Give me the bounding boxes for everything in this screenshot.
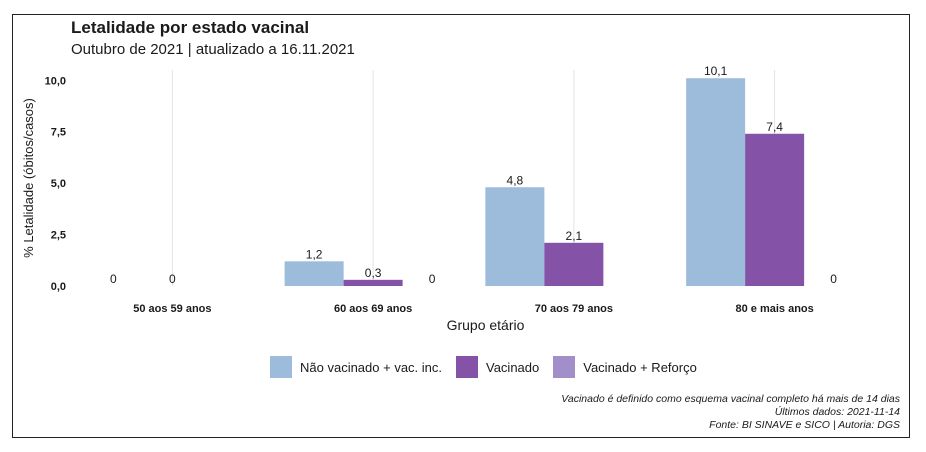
data-label-s0-c1: 1,2 — [306, 247, 323, 261]
bar-s1-c1 — [343, 279, 403, 286]
bar-s0-c1 — [284, 261, 344, 286]
bar-s0-c3 — [686, 78, 746, 286]
x-tick-label-0: 50 aos 59 anos — [133, 303, 211, 315]
data-label-s0-c3: 10,1 — [704, 64, 728, 78]
y-tick-label-4: 10,0 — [45, 75, 66, 87]
legend-swatch-nao-vacinado — [270, 356, 292, 378]
y-tick-label-2: 5,0 — [51, 178, 66, 190]
y-axis-label: % Letalidade (óbitos/casos) — [21, 98, 36, 258]
data-label-s2-c3: 0 — [830, 272, 837, 286]
y-tick-label-0: 0,0 — [51, 281, 66, 293]
footnote-source: Fonte: BI SINAVE e SICO | Autoria: DGS — [709, 419, 900, 431]
legend-swatch-vacinado-reforco — [553, 356, 576, 378]
data-label-s0-c2: 4,8 — [507, 173, 524, 187]
legend: Não vacinado + vac. inc. Vacinado Vacina… — [270, 356, 711, 378]
chart-title: Letalidade por estado vacinal — [71, 18, 310, 37]
y-tick-label-1: 2,5 — [51, 230, 66, 242]
chart-subtitle: Outubro de 2021 | atualizado a 16.11.202… — [71, 41, 355, 58]
legend-item-nao-vacinado: Não vacinado + vac. inc. — [270, 356, 442, 378]
data-label-s2-c1: 0 — [429, 272, 436, 286]
y-tick-label-3: 7,5 — [51, 127, 66, 139]
legend-label-vacinado-reforco: Vacinado + Reforço — [583, 359, 697, 375]
x-tick-label-2: 70 aos 79 anos — [535, 303, 613, 315]
bar-s1-c3 — [745, 133, 805, 286]
legend-label-nao-vacinado: Não vacinado + vac. inc. — [300, 359, 442, 375]
bar-s0-c2 — [485, 187, 545, 286]
data-label-s1-c1: 0,3 — [365, 266, 382, 280]
data-label-s1-c0: 0 — [169, 272, 176, 286]
legend-swatch-vacinado — [456, 356, 478, 378]
footnote-last-data: Últimos dados: 2021-11-14 — [774, 406, 900, 418]
x-tick-label-1: 60 aos 69 anos — [334, 303, 412, 315]
data-label-s1-c2: 2,1 — [566, 229, 583, 243]
footnote-definition: Vacinado é definido como esquema vacinal… — [561, 393, 900, 405]
footnote: Vacinado é definido como esquema vacinal… — [561, 393, 900, 432]
data-label-s0-c0: 0 — [110, 272, 117, 286]
x-axis-label: Grupo etário — [447, 317, 525, 333]
legend-item-vacinado: Vacinado — [456, 356, 539, 378]
data-label-s1-c3: 7,4 — [766, 120, 783, 134]
x-tick-label-3: 80 e mais anos — [735, 303, 813, 315]
legend-label-vacinado: Vacinado — [486, 359, 540, 375]
bar-s1-c2 — [544, 242, 604, 286]
legend-item-vacinado-reforco: Vacinado + Reforço — [553, 356, 697, 378]
